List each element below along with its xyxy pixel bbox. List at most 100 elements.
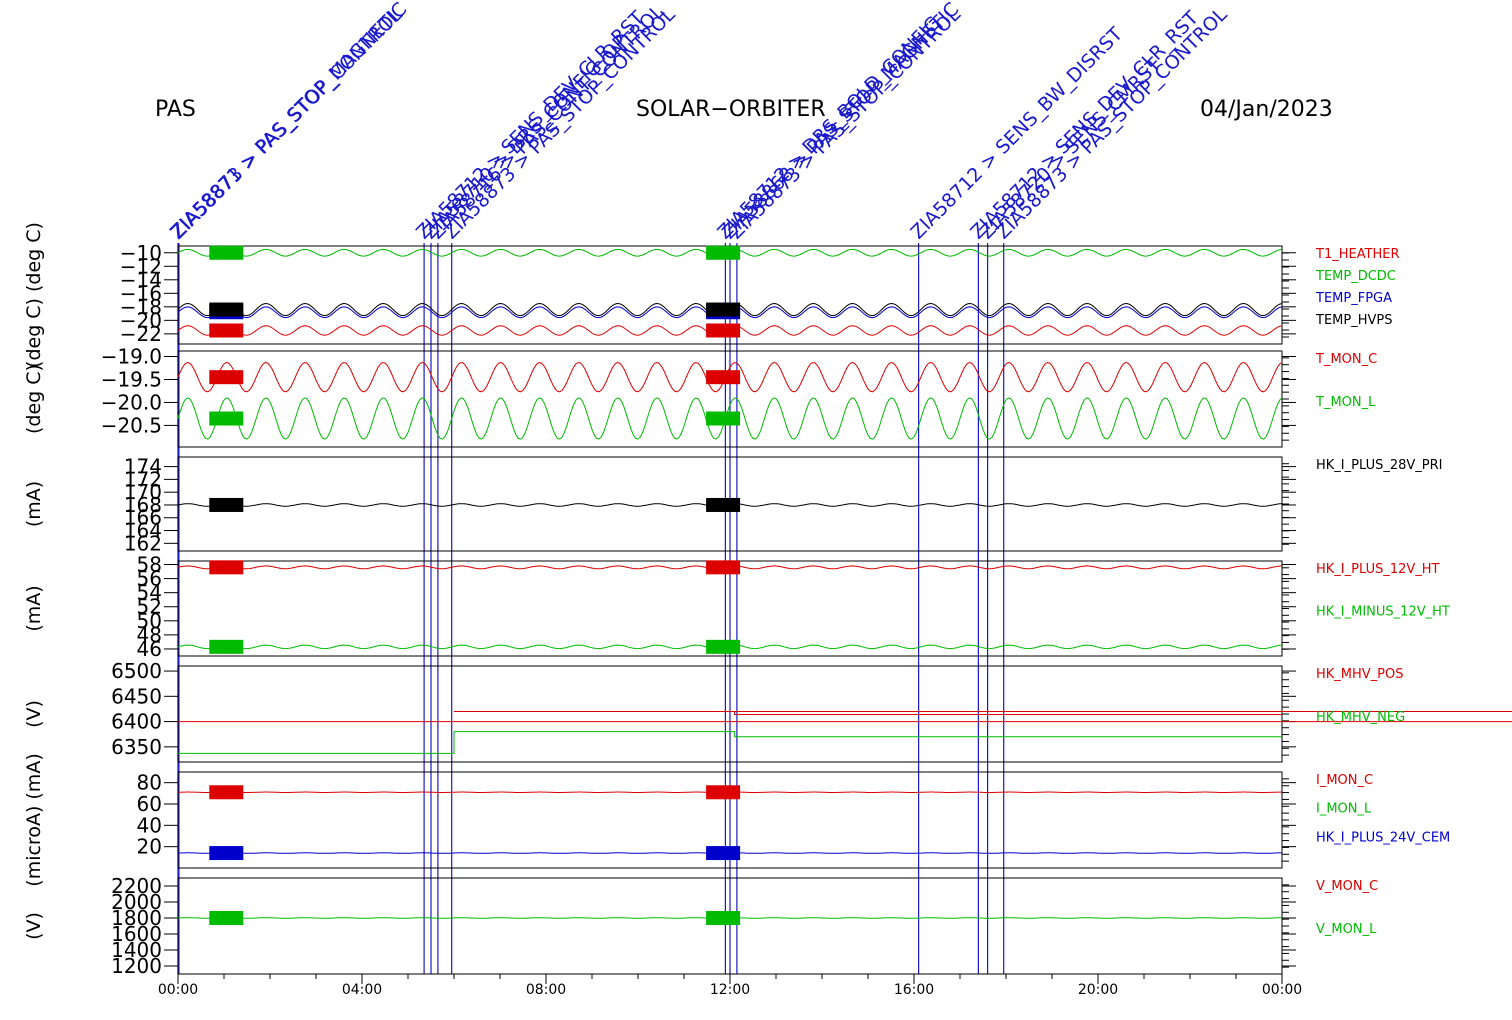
ytick-label: −19.5 (101, 367, 162, 391)
series-line (178, 731, 1282, 754)
series-label: TEMP_FPGA (1315, 291, 1392, 306)
event-label: ZIA58873 > PAS_STOP_CONTROL (440, 3, 680, 243)
ytick-label: 174 (124, 455, 162, 479)
xtick-label: 00:00 (158, 982, 198, 998)
xtick-label: 20:00 (1078, 982, 1118, 998)
xtick-label: 16:00 (894, 982, 934, 998)
ytick-label: 40 (137, 813, 162, 837)
series-burst (706, 639, 741, 654)
ytick-label: 2000 (111, 890, 162, 914)
ytick-label: 164 (124, 519, 162, 543)
x-axis: 00:00 04:00 08:00 12:00 16:00 20:00 00:00 (158, 974, 1302, 998)
header-date: 04/Jan/2023 (1200, 97, 1333, 122)
ytick-label: 1400 (111, 938, 162, 962)
series-burst (209, 370, 244, 385)
ytick-label: 170 (124, 480, 162, 504)
ylabel: (mA) (23, 481, 45, 527)
series-burst (706, 785, 741, 800)
ytick-label: 58 (137, 553, 162, 577)
ytick-label: −16 (120, 281, 162, 305)
ylabel: (mA) (23, 585, 45, 631)
series-label: V_MON_C (1316, 879, 1378, 894)
series-burst (209, 846, 244, 861)
ytick-label: 6450 (111, 684, 162, 708)
series-burst (706, 323, 741, 338)
ytick-label: 50 (137, 609, 162, 633)
series-burst (209, 560, 244, 575)
series-burst (706, 370, 741, 385)
series-burst (209, 911, 244, 925)
series-label: TEMP_HVPS (1315, 313, 1392, 328)
series-label: HK_I_PLUS_28V_PRI (1316, 458, 1442, 473)
ytick-label: 52 (137, 595, 162, 619)
ytick-label: −10 (120, 241, 162, 265)
ytick-label: 54 (137, 581, 162, 605)
series-label: HK_MHV_POS (1316, 667, 1404, 682)
series-burst (209, 639, 244, 654)
ytick-label: 20 (137, 835, 162, 859)
header-mission: SOLAR−ORBITER (636, 97, 826, 122)
xtick-label: 00:00 (1262, 982, 1302, 998)
ytick-label: 6500 (111, 659, 162, 683)
ytick-label: 162 (124, 531, 162, 555)
ylabel: (V) (23, 912, 45, 940)
series-label: T_MON_L (1315, 395, 1376, 410)
ytick-label: 1600 (111, 922, 162, 946)
series-line (177, 361, 1283, 393)
panel-1: −10−12−14−16−18−20−22 (deg C) (deg C) T1_H… (23, 222, 1400, 368)
series-label: TEMP_DCDC (1315, 269, 1396, 284)
series-burst (209, 497, 244, 512)
ytick-label: 168 (124, 493, 162, 517)
xtick-label: 04:00 (342, 982, 382, 998)
series-burst (706, 911, 741, 925)
ytick-label: 46 (137, 637, 162, 661)
series-label: HK_MHV_NEG (1316, 710, 1405, 725)
series-burst (209, 302, 244, 317)
ytick-label: 48 (137, 623, 162, 647)
ytick-label: 80 (137, 771, 162, 795)
series-label: T1_HEATHER (1315, 247, 1400, 262)
ytick-label: −19.0 (101, 345, 162, 369)
ytick-label: −20.0 (101, 390, 162, 414)
ytick-label: 6350 (111, 735, 162, 759)
series-burst (706, 560, 741, 575)
header-instrument: PAS (155, 97, 196, 122)
series-label: HK_I_PLUS_24V_CEM (1316, 830, 1450, 845)
ylabel: (deg C) (deg C) (23, 222, 45, 368)
ytick-label: −12 (120, 254, 162, 278)
ytick-label: −20.5 (101, 413, 162, 437)
ytick-label: 1800 (111, 906, 162, 930)
ytick-label: −20 (120, 308, 162, 332)
series-label: I_MON_L (1316, 802, 1372, 817)
series-burst (706, 846, 741, 861)
ytick-label: 166 (124, 506, 162, 530)
series-label: I_MON_C (1316, 773, 1373, 788)
series-burst (706, 245, 741, 260)
xtick-label: 12:00 (710, 982, 750, 998)
ylabel: (deg C) (23, 364, 45, 434)
ytick-label: −14 (120, 268, 162, 292)
series-line (177, 397, 1283, 440)
series-label: HK_I_PLUS_12V_HT (1316, 562, 1440, 577)
ytick-label: 60 (137, 792, 162, 816)
panels: −10−12−14−16−18−20−22 (deg C) (deg C) T1_H… (23, 222, 1512, 978)
series-burst (209, 323, 244, 338)
series-burst (706, 497, 741, 512)
ytick-label: −22 (120, 322, 162, 346)
series-burst (209, 245, 244, 260)
series-label: T_MON_C (1315, 352, 1377, 367)
ytick-label: 1200 (111, 954, 162, 978)
series-burst (209, 785, 244, 800)
series-burst (706, 411, 741, 426)
ytick-label: 172 (124, 467, 162, 491)
series-label: HK_I_MINUS_12V_HT (1316, 605, 1450, 620)
panel-2: −19.0−19.5−20.0−20.5 (deg C) T_MON_C T_MON_… (23, 345, 1377, 448)
series-label: V_MON_L (1316, 922, 1377, 937)
ytick-label: −18 (120, 295, 162, 319)
